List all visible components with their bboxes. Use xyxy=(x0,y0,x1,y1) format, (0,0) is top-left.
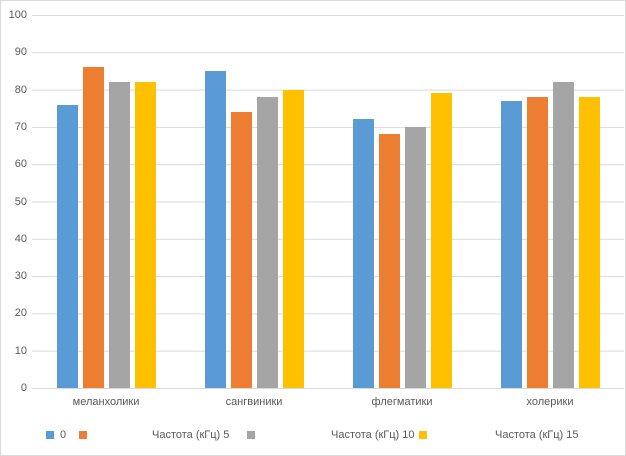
legend-item: Частота (кГц) 15 xyxy=(419,427,579,443)
legend-swatch-icon xyxy=(247,431,255,439)
y-tick-label: 20 xyxy=(14,307,27,320)
y-tick-label: 30 xyxy=(14,270,27,283)
y-tick-label: 60 xyxy=(14,158,27,171)
y-tick-label: 70 xyxy=(14,120,27,133)
bar xyxy=(500,100,522,388)
legend-swatch-icon xyxy=(79,431,87,439)
bar-group-1 xyxy=(32,15,180,388)
bar xyxy=(56,104,78,388)
bar xyxy=(282,89,304,388)
bar-groups xyxy=(32,15,624,388)
bar xyxy=(230,111,252,388)
y-tick-label: 80 xyxy=(14,83,27,96)
legend-label: Частота (кГц) 15 xyxy=(495,429,579,441)
legend-label: Частота (кГц) 5 xyxy=(152,429,230,441)
y-tick-label: 90 xyxy=(14,46,27,59)
x-category-label: сангвиники xyxy=(225,396,283,408)
y-tick-label: 50 xyxy=(14,195,27,208)
legend-swatch-icon xyxy=(46,431,54,439)
legend-label: Частота (кГц) 10 xyxy=(331,429,415,441)
bar xyxy=(256,97,278,388)
bar xyxy=(552,82,574,388)
legend-swatch-icon xyxy=(419,431,427,439)
x-category-label: флегматики xyxy=(371,396,433,408)
legend-label: 0 xyxy=(60,429,67,441)
legend: 0 Частота (кГц) 5 Частота (кГц) 10 Частота … xyxy=(1,427,625,443)
x-axis: меланхолики сангвиники флегматики холерики xyxy=(32,394,624,410)
legend-item: Частота (кГц) 5 xyxy=(79,427,229,443)
y-tick-label: 0 xyxy=(20,382,27,394)
bar xyxy=(378,134,400,388)
bar xyxy=(204,70,226,388)
bar-group-4 xyxy=(476,15,624,388)
y-tick-label: 10 xyxy=(14,344,27,357)
legend-item: Частота (кГц) 10 xyxy=(247,427,415,443)
bar xyxy=(82,67,104,388)
bar xyxy=(134,82,156,388)
bar xyxy=(526,97,548,388)
bar xyxy=(108,82,130,388)
y-tick-label: 40 xyxy=(14,232,27,245)
bar xyxy=(578,97,600,388)
bar-group-2 xyxy=(180,15,328,388)
bar xyxy=(430,93,452,388)
x-category-label: меланхолики xyxy=(72,396,140,408)
bar xyxy=(404,126,426,388)
y-tick-label: 100 xyxy=(8,9,27,21)
legend-item: 0 xyxy=(46,427,66,443)
bar xyxy=(352,119,374,388)
x-category-label: холерики xyxy=(526,396,574,408)
plot-area xyxy=(32,15,624,389)
bar-group-3 xyxy=(328,15,476,388)
y-axis: 100 90 80 70 60 50 40 30 20 10 0 xyxy=(1,1,28,455)
